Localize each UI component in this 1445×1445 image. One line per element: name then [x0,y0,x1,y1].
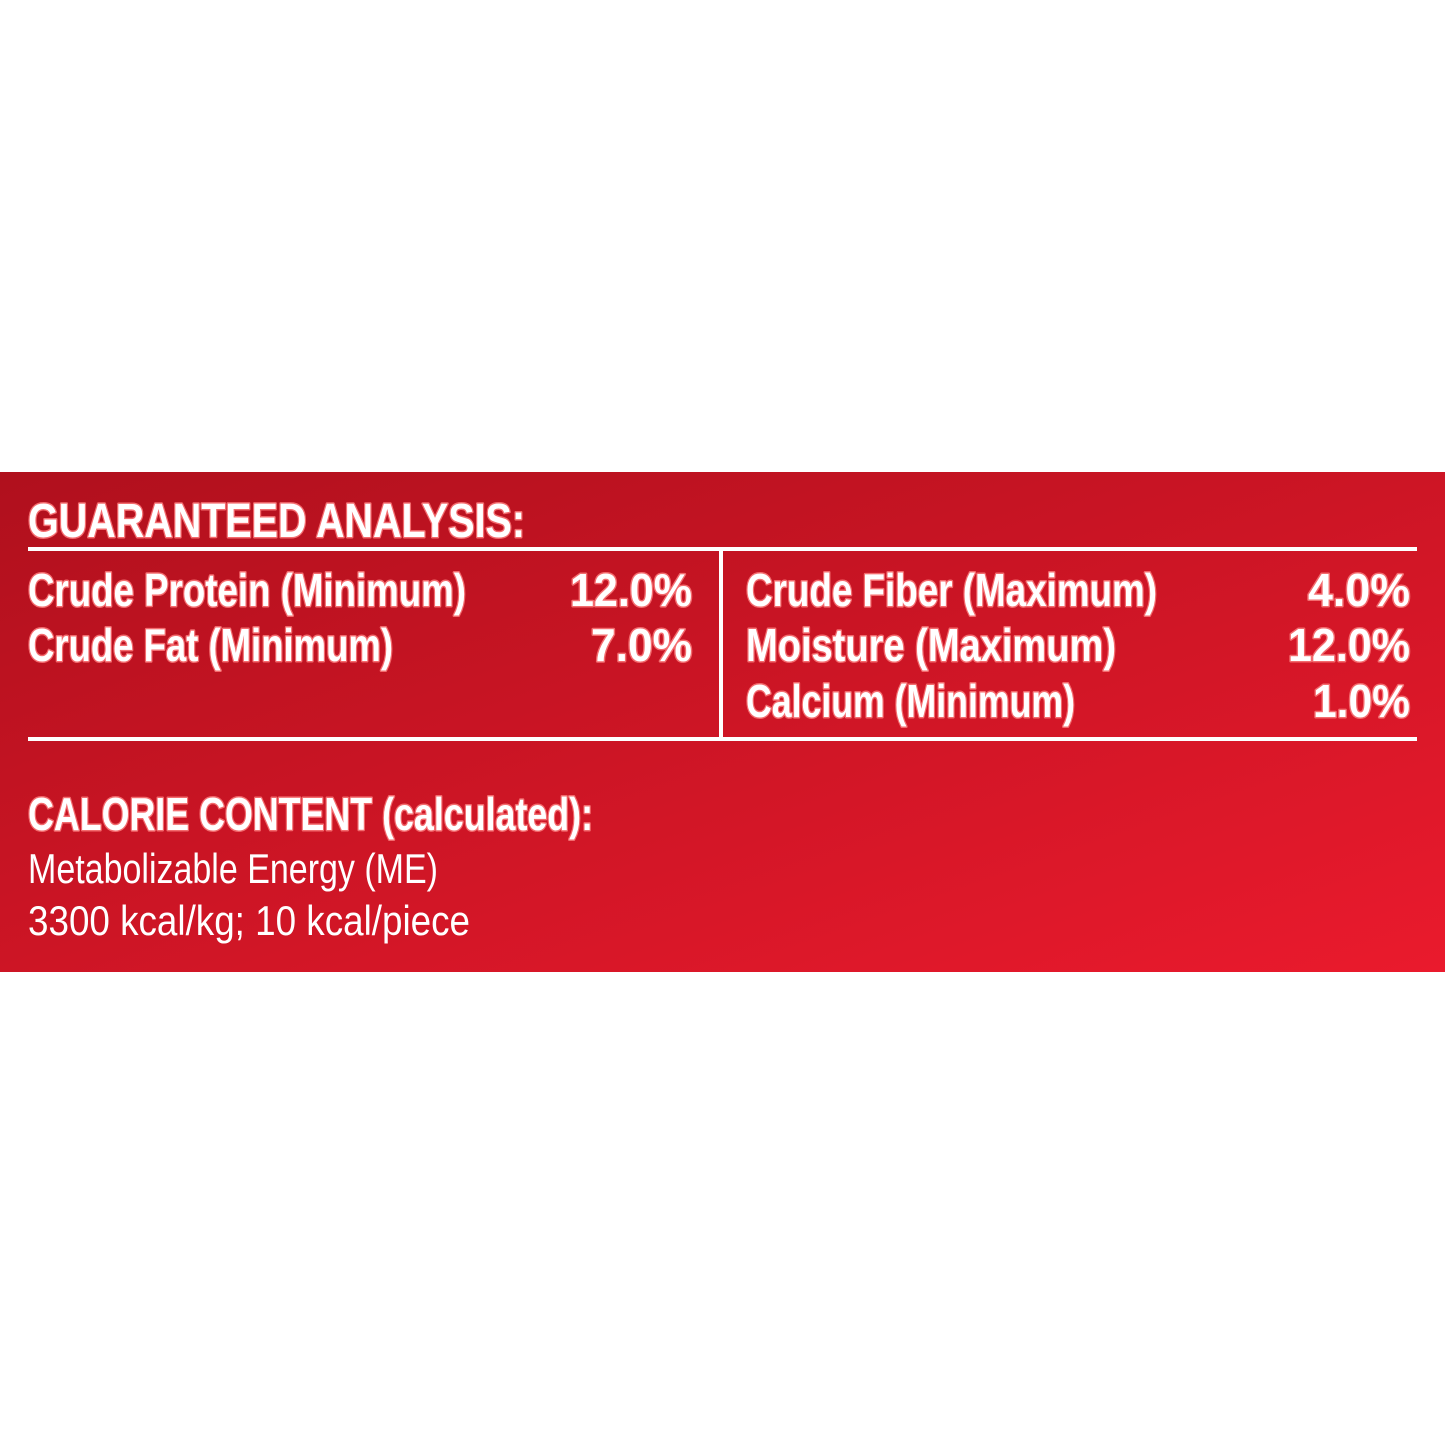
row-label: Crude Fat (Minimum) [28,619,393,671]
calorie-heading: CALORIE CONTENT (calculated): [28,788,593,840]
calorie-line: 3300 kcal/kg; 10 kcal/piece [28,897,470,944]
row-label: Crude Protein (Minimum) [28,564,466,616]
row-value: 4.0% [1308,564,1410,616]
row-value: 12.0% [1288,619,1410,671]
calorie-line: Metabolizable Energy (ME) [28,845,438,892]
title: GUARANTEED ANALYSIS: [28,495,525,548]
row-label: Crude Fiber (Maximum) [746,564,1157,616]
row-label: Moisture (Maximum) [746,619,1116,671]
row-value: 7.0% [591,619,692,671]
row-value: 12.0% [570,564,692,616]
row-value: 1.0% [1313,675,1410,727]
row-label: Calcium (Minimum) [746,675,1075,727]
